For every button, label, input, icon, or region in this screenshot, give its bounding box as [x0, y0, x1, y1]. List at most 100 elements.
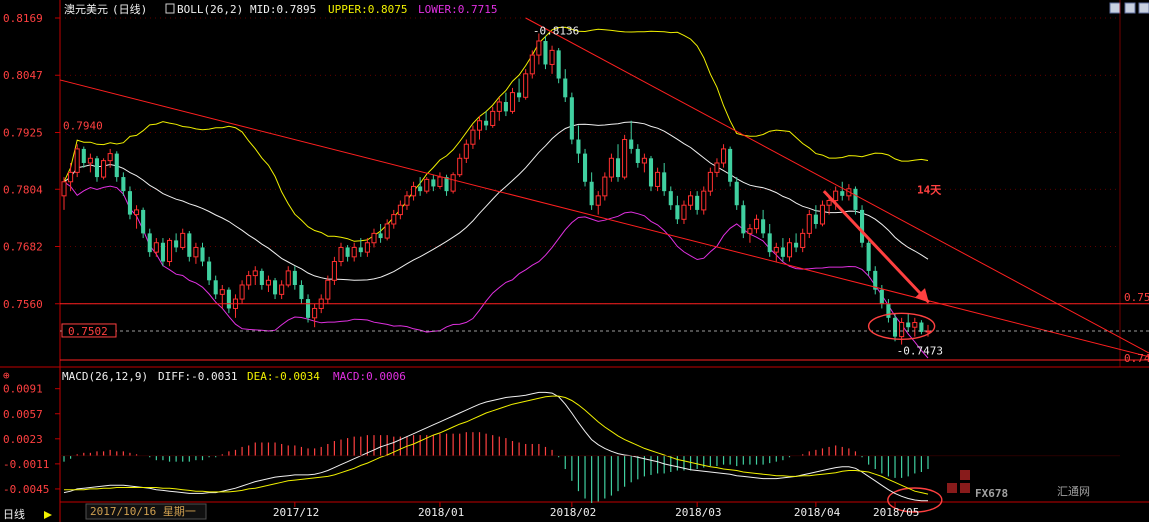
candle-body-36 — [299, 284, 304, 300]
candle-body-62 — [470, 129, 476, 145]
candle-body-8 — [114, 153, 119, 178]
candle-116 — [826, 195, 832, 215]
candle-69 — [517, 78, 522, 102]
candle-body-73 — [543, 40, 548, 65]
candle-110 — [786, 238, 793, 262]
play-arrow-icon[interactable] — [44, 511, 52, 519]
candle-100 — [720, 144, 727, 168]
candle-body-53 — [411, 185, 417, 197]
candle-body-112 — [800, 232, 806, 248]
candle-body-81 — [595, 195, 601, 206]
candle-0 — [61, 177, 67, 210]
candle-29 — [252, 266, 258, 285]
candle-49 — [384, 219, 390, 241]
candle-body-96 — [695, 195, 700, 210]
price-highlight-ellipse — [867, 312, 936, 340]
candle-104 — [747, 223, 753, 243]
low-price-label: -0.7473 — [897, 345, 943, 358]
candle-body-101 — [728, 148, 733, 182]
close-window-icon[interactable] — [1138, 2, 1149, 14]
candle-82 — [602, 172, 608, 201]
candle-body-89 — [648, 158, 654, 187]
candle-body-71 — [529, 54, 535, 75]
candle-4 — [87, 153, 93, 173]
candle-86 — [629, 120, 634, 154]
candle-35 — [292, 266, 297, 290]
candle-24 — [219, 284, 225, 309]
candle-body-75 — [556, 50, 561, 79]
candle-body-45 — [358, 247, 363, 253]
candle-body-127 — [899, 322, 905, 338]
candle-body-12 — [141, 209, 146, 234]
bollinger-bands — [63, 26, 929, 359]
maximize-window-icon[interactable] — [1124, 2, 1136, 14]
candle-body-33 — [279, 284, 285, 295]
macd-settings-icon[interactable]: ⊕ — [3, 369, 10, 382]
candle-body-97 — [701, 190, 707, 211]
candle-body-111 — [794, 242, 799, 248]
candle-body-126 — [892, 317, 898, 337]
candle-body-49 — [384, 223, 390, 239]
candle-117 — [833, 186, 839, 210]
candle-body-11 — [134, 209, 140, 216]
candle-body-32 — [273, 280, 278, 295]
candle-body-10 — [127, 191, 132, 215]
candle-89 — [648, 155, 654, 192]
candle-body-47 — [371, 232, 377, 244]
macd-highlight-ellipse — [887, 487, 943, 513]
candle-63 — [476, 116, 483, 140]
candle-body-103 — [741, 205, 746, 234]
candle-body-19 — [187, 233, 192, 257]
candle-body-44 — [351, 246, 357, 258]
candle-body-40 — [325, 279, 331, 300]
macd-indicator-label: MACD(26,12,9) — [62, 370, 148, 383]
candle-body-74 — [549, 49, 555, 65]
candle-17 — [174, 233, 179, 253]
candle-55 — [424, 177, 430, 194]
candle-114 — [813, 205, 818, 229]
candle-99 — [714, 158, 720, 178]
candle-115 — [819, 200, 826, 227]
candle-123 — [873, 266, 878, 295]
candle-97 — [701, 186, 707, 215]
candle-33 — [279, 280, 285, 300]
candle-80 — [589, 172, 594, 210]
candle-65 — [490, 106, 496, 128]
candle-body-94 — [681, 204, 687, 220]
candle-47 — [371, 228, 377, 248]
candle-88 — [641, 153, 647, 173]
candle-72 — [536, 33, 542, 65]
candle-13 — [147, 228, 152, 257]
candle-body-77 — [569, 97, 574, 140]
candle-body-115 — [819, 204, 826, 225]
candle-98 — [707, 167, 713, 196]
candle-body-52 — [404, 195, 410, 206]
macd-tick-label-4: -0.0045 — [3, 483, 49, 496]
restore-window-icon[interactable] — [1109, 2, 1121, 14]
dea-value: DEA:-0.0034 — [247, 370, 320, 383]
candle-74 — [549, 45, 555, 74]
candle-130 — [919, 320, 924, 335]
candle-10 — [127, 186, 132, 220]
candle-body-41 — [331, 261, 337, 281]
candle-body-50 — [391, 214, 397, 225]
indicator-square-icon[interactable] — [165, 3, 175, 14]
candlesticks[interactable] — [61, 33, 931, 345]
candle-body-58 — [444, 177, 449, 192]
candle-body-31 — [265, 279, 272, 286]
candle-61 — [463, 139, 469, 163]
candle-body-68 — [509, 92, 516, 112]
candle-54 — [418, 177, 423, 196]
boll-upper-line — [63, 26, 929, 242]
period-button[interactable] — [0, 504, 58, 522]
current-price-box — [61, 323, 117, 338]
candle-body-13 — [147, 233, 152, 253]
candle-body-95 — [688, 195, 694, 206]
candle-19 — [187, 231, 192, 262]
candle-42 — [338, 242, 344, 267]
candle-95 — [688, 191, 694, 210]
right-price-label-lower: 0.74 — [1124, 352, 1149, 365]
candle-body-14 — [153, 242, 159, 253]
candle-body-59 — [450, 174, 456, 192]
